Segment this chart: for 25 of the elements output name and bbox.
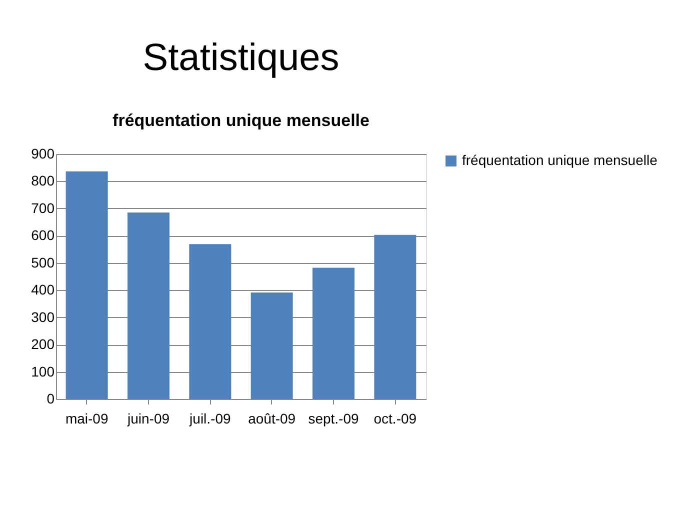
y-tick-label: 500	[31, 254, 55, 270]
y-tick-label: 200	[31, 336, 55, 352]
y-tick-label: 0	[46, 390, 55, 406]
bar	[250, 292, 293, 399]
chart-title: Statistiques	[142, 37, 340, 79]
bar	[128, 212, 170, 399]
bar	[189, 244, 232, 399]
bar	[66, 171, 108, 399]
x-tick-label: oct.-09	[374, 410, 417, 426]
y-tick-label: 900	[31, 146, 55, 162]
y-tick-label: 600	[31, 227, 55, 244]
x-tick-label: juil.-09	[188, 410, 231, 426]
y-tick-label: 400	[31, 282, 55, 298]
y-tick-label: 700	[31, 200, 55, 216]
chart-subtitle: fréquentation unique mensuelle	[112, 111, 370, 130]
legend-label: fréquentation unique mensuelle	[462, 152, 658, 168]
y-tick-label: 100	[31, 363, 55, 380]
y-tick-label: 800	[31, 172, 55, 189]
y-tick-label: 300	[31, 308, 55, 325]
bar	[312, 268, 354, 399]
bar	[374, 234, 416, 399]
x-tick-label: mai-09	[65, 410, 108, 426]
x-tick-label: sept.-09	[308, 410, 360, 426]
x-tick-label: août-09	[248, 410, 296, 426]
x-tick-label: juin-09	[126, 410, 170, 426]
